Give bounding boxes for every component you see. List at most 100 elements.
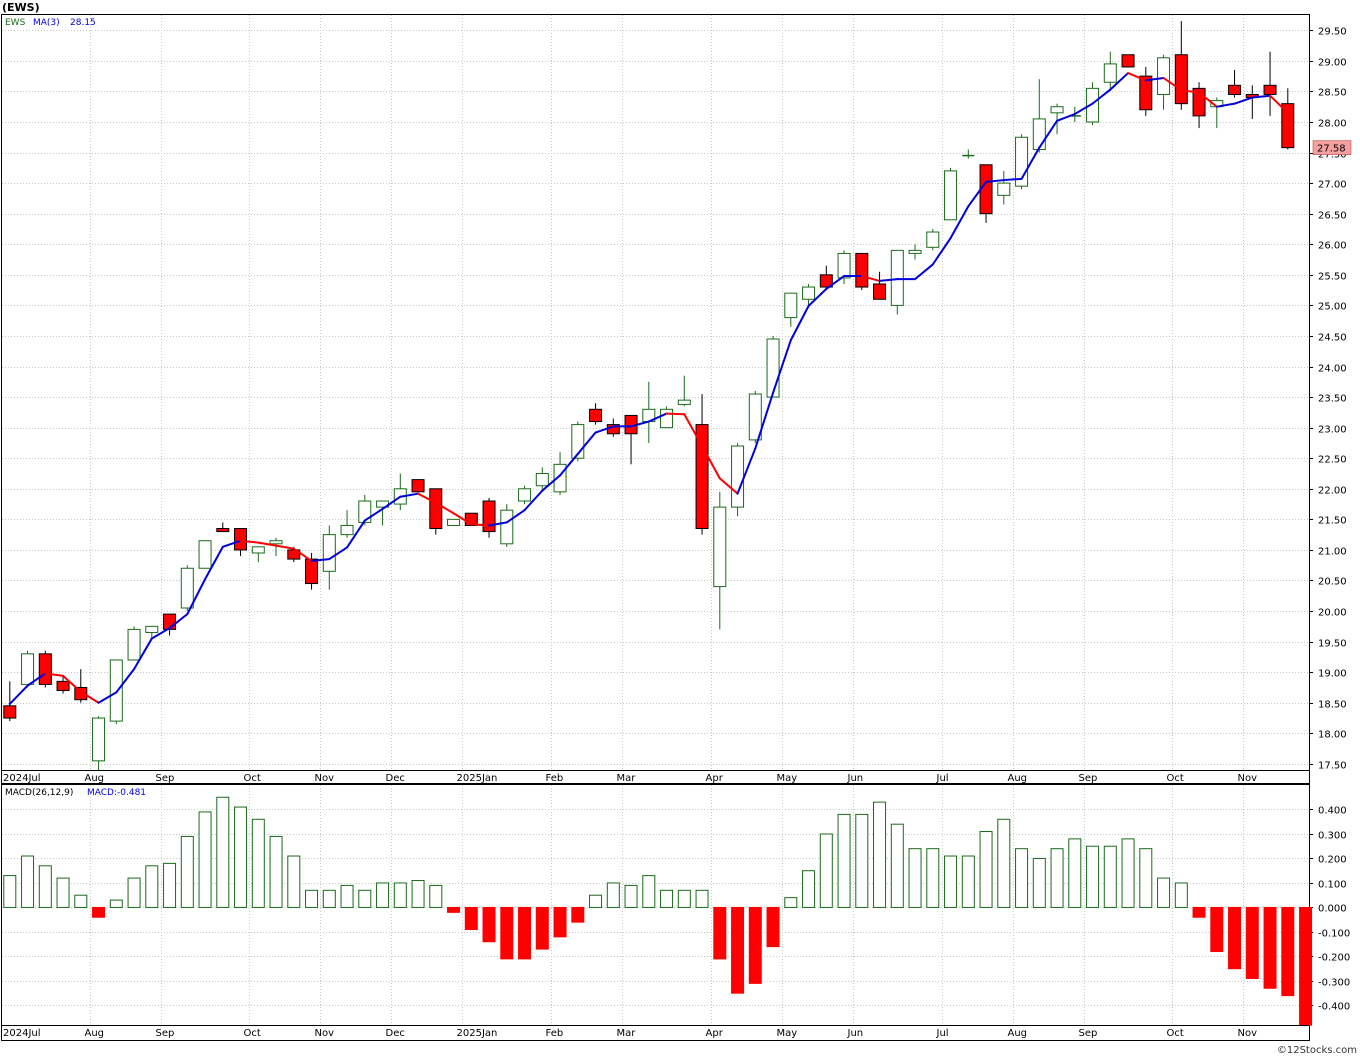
macd-bar: [3, 875, 17, 908]
candle-body: [908, 249, 922, 254]
macd-x-tick-jul: Jul: [936, 1028, 949, 1039]
candle-body: [784, 292, 798, 319]
macd-bar: [802, 870, 816, 908]
candle: [1050, 103, 1064, 135]
macd-bar: [1263, 906, 1277, 989]
ma3-segment: [1215, 102, 1236, 108]
macd-x-tick-sep: Sep: [1079, 1028, 1098, 1039]
price-y-tick-20-50: 20.50: [1318, 577, 1347, 588]
macd-x-tick-nov: Nov: [1238, 1028, 1258, 1039]
macd-bar: [1050, 848, 1064, 908]
price-x-tick-dec: Dec: [386, 773, 405, 784]
ma3-segment: [1109, 72, 1130, 91]
ma3-segment: [44, 672, 65, 677]
ma3-segment: [665, 412, 686, 416]
macd-bar: [216, 796, 230, 908]
candle: [234, 528, 248, 557]
macd-bar: [358, 889, 372, 908]
price-x-tick-sep: Sep: [156, 773, 175, 784]
macd-x-tick-aug: Aug: [1008, 1028, 1028, 1039]
candle-body: [340, 524, 354, 536]
ma3-segment: [1020, 146, 1041, 180]
candle-body: [677, 399, 691, 405]
macd-bar: [1157, 877, 1171, 908]
macd-bar: [56, 877, 70, 908]
macd-bar: [713, 906, 727, 960]
candle: [447, 518, 461, 526]
candle-body: [56, 680, 70, 692]
macd-bar: [180, 835, 194, 908]
ma3-segment: [807, 287, 828, 307]
candle-body: [109, 659, 123, 722]
candle: [535, 467, 549, 492]
ma3-segment: [452, 512, 473, 526]
price-x-tick-oct: Oct: [244, 773, 261, 784]
price-x-tick-oct: Oct: [1167, 773, 1184, 784]
candle: [962, 149, 975, 159]
candle-body: [1281, 103, 1295, 149]
ma3-segment: [204, 545, 224, 581]
candle: [1228, 70, 1242, 98]
macd-x-tick-aug: Aug: [85, 1028, 105, 1039]
macd-bar: [447, 906, 461, 913]
ma3-segment: [541, 474, 562, 492]
macd-x-tick-jun: Jun: [847, 1028, 864, 1039]
macd-y-tick-0-200: 0.200: [1318, 855, 1347, 866]
price-x-tick-2024jul: 2024Jul: [3, 773, 41, 784]
ma3-segment: [1198, 91, 1218, 108]
candle: [926, 228, 940, 251]
candle: [198, 540, 212, 569]
price-x-tick-nov: Nov: [1238, 773, 1258, 784]
candle: [1103, 51, 1117, 92]
candle: [979, 164, 993, 223]
candle: [1121, 54, 1135, 68]
price-y-tick-22-00: 22.00: [1318, 486, 1347, 497]
candle-body: [305, 558, 319, 585]
price-y-tick-25-00: 25.00: [1318, 302, 1347, 313]
candle-body: [944, 170, 958, 221]
candle-body: [1157, 57, 1171, 95]
macd-bar: [287, 855, 301, 908]
ma3-segment: [1127, 72, 1147, 82]
macd-bar: [109, 899, 123, 908]
ma3-segment: [576, 431, 597, 455]
candle: [269, 537, 283, 557]
macd-bar: [464, 906, 478, 930]
macd-x-axis: 2024Jul Aug Sep Oct Nov Dec 2025Jan Feb Mar Apr Ma…: [3, 1028, 1257, 1039]
candle: [251, 546, 265, 563]
ma3-segment: [878, 278, 899, 282]
candle: [411, 479, 425, 493]
macd-bar: [961, 855, 975, 908]
macd-bar: [731, 906, 745, 994]
price-x-tick-2025jan: 2025Jan: [457, 773, 498, 784]
ma3-segment: [931, 237, 952, 266]
ma3-segment: [647, 412, 668, 423]
macd-x-tick-oct: Oct: [1167, 1028, 1184, 1039]
price-y-tick-18-50: 18.50: [1318, 700, 1347, 711]
ma3-segment: [1002, 177, 1023, 182]
price-y-tick-26-50: 26.50: [1318, 211, 1347, 222]
candle: [1263, 51, 1277, 116]
candle-body: [74, 686, 88, 701]
candle: [677, 375, 691, 407]
candle-body: [234, 528, 248, 551]
ma3-segment: [683, 413, 704, 447]
macd-bar: [145, 865, 159, 908]
price-x-tick-feb: Feb: [546, 773, 564, 784]
price-x-tick-apr: Apr: [706, 773, 724, 784]
candle-body: [1263, 84, 1277, 95]
candle-body: [269, 540, 283, 545]
candle-body: [127, 628, 141, 661]
candle: [127, 626, 141, 661]
macd-bar: [1139, 848, 1153, 908]
ma3-segment: [381, 495, 402, 510]
candle-body: [837, 252, 851, 279]
ma3-segment: [417, 492, 437, 504]
watermark: ©12Stocks.com: [1277, 1045, 1357, 1056]
ma3-segment: [701, 444, 721, 480]
candle-body: [1228, 84, 1242, 95]
macd-bar: [819, 833, 833, 908]
ma3-segment: [328, 546, 349, 561]
candle-body: [890, 249, 904, 306]
candle-body: [482, 500, 496, 533]
